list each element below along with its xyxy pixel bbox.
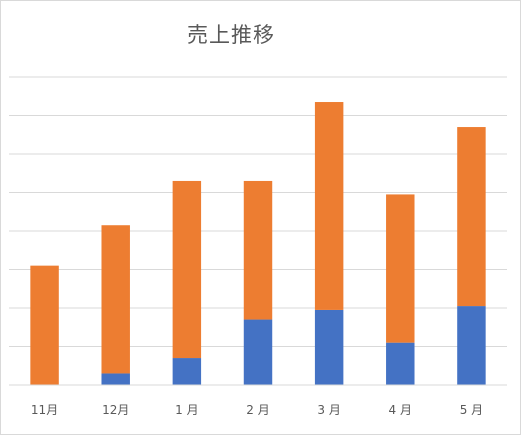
- bar-series2: [172, 180, 202, 359]
- bar-series2: [386, 194, 415, 343]
- chart-title: 売上推移: [187, 23, 275, 47]
- bar-series1: [243, 319, 273, 385]
- bar-series2: [30, 265, 59, 385]
- bar-series1: [457, 306, 486, 385]
- bar-series2: [101, 225, 130, 374]
- x-tick-label: 12月: [102, 403, 129, 417]
- bar-series1: [172, 358, 202, 385]
- x-tick-label: 11月: [31, 403, 58, 417]
- bar-series1: [314, 309, 344, 385]
- bar-series1: [101, 373, 130, 385]
- x-tick-label: 2 月: [246, 403, 269, 417]
- x-tick-label: 1 月: [175, 403, 198, 417]
- x-tick-label: 5 月: [460, 403, 483, 417]
- x-tick-label: 3 月: [317, 403, 340, 417]
- x-tick-label: 4 月: [389, 403, 412, 417]
- bar-series1: [386, 342, 415, 385]
- bar-series2: [243, 180, 273, 320]
- bar-series2: [457, 127, 486, 307]
- bar-series2: [314, 102, 344, 310]
